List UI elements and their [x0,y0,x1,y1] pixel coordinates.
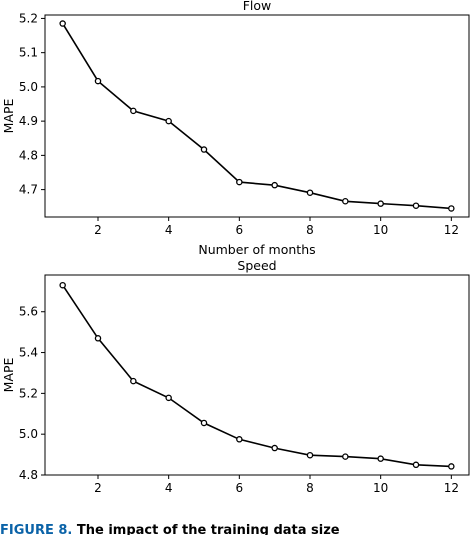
flow-data-point [271,181,278,189]
flow-y-tick-label: 4.7 [19,183,38,197]
speed-series-line [62,284,452,468]
speed-data-point [130,377,137,385]
flow-panel: Flow MAPE Number of months 2 4 6 8 10 12 4.74… [1,0,470,257]
flow-title: Flow [243,0,272,13]
flow-x-tick-label: 6 [236,223,244,237]
speed-y-tick-label: 5.0 [19,427,38,441]
figure-number: FIGURE 8. [0,524,73,535]
speed-plot-frame [44,274,470,476]
speed-data-point [165,394,172,402]
speed-y-tick-label: 5.2 [19,386,38,400]
flow-x-tick-label: 10 [373,223,388,237]
figure-caption-text: The impact of the training data size [76,524,340,535]
flow-y-ticks: 4.7 4.8 4.9 5.0 5.1 5.2 [19,11,45,197]
flow-x-axis-label: Number of months [198,242,315,257]
speed-x-tick-label: 2 [94,481,102,495]
flow-x-tick-label: 4 [165,223,173,237]
flow-y-tick-label: 5.2 [19,11,38,25]
speed-title: Speed [237,258,276,273]
flow-data-point [412,202,420,209]
flow-data-point [306,189,314,196]
speed-data-point [306,451,314,459]
speed-data-point [342,453,349,460]
flow-data-point [59,20,66,27]
speed-y-tick-label: 4.8 [19,468,38,482]
flow-data-point [130,107,137,115]
speed-y-tick-label: 5.6 [19,305,38,319]
speed-data-point [448,463,455,470]
flow-y-tick-label: 4.8 [19,148,38,162]
figure-caption: FIGURE 8. The impact of the training dat… [0,524,474,535]
flow-data-point [448,205,455,212]
flow-x-ticks: 2 4 6 8 10 12 [94,217,459,237]
flow-y-tick-label: 4.9 [19,114,38,128]
speed-y-ticks: 4.8 5.0 5.2 5.4 5.6 [19,305,45,482]
flow-data-point [377,200,384,207]
speed-x-tick-label: 8 [306,481,314,495]
flow-data-point [94,77,102,85]
speed-x-tick-label: 12 [444,481,459,495]
flow-plot-frame [44,14,470,218]
speed-x-tick-label: 10 [373,481,388,495]
flow-data-point [200,146,208,153]
speed-y-axis-label: MAPE [1,358,16,393]
flow-x-tick-label: 2 [94,223,102,237]
speed-data-point [200,419,208,427]
flow-x-tick-label: 12 [444,223,459,237]
flow-data-point [165,117,172,125]
speed-data-point [236,436,243,443]
flow-series-line [62,23,452,210]
flow-series [59,20,455,212]
flow-data-point [236,178,243,186]
speed-data-point [412,461,420,469]
flow-y-tick-label: 5.0 [19,80,38,94]
speed-x-ticks: 2 4 6 8 10 12 [94,475,459,495]
speed-data-point [59,281,66,289]
speed-y-tick-label: 5.4 [19,346,38,360]
speed-x-tick-label: 6 [236,481,244,495]
speed-data-point [94,335,102,342]
flow-x-tick-label: 8 [306,223,314,237]
speed-series [59,281,455,470]
speed-data-point [377,455,384,462]
speed-x-tick-label: 4 [165,481,173,495]
flow-data-point [342,198,349,205]
flow-y-axis-label: MAPE [1,99,16,134]
speed-data-point [271,444,278,452]
flow-y-tick-label: 5.1 [19,46,38,60]
speed-panel: Speed MAPE 2 4 6 8 10 12 4.8 5.0 5.2 5.4 5.6 [1,258,470,495]
